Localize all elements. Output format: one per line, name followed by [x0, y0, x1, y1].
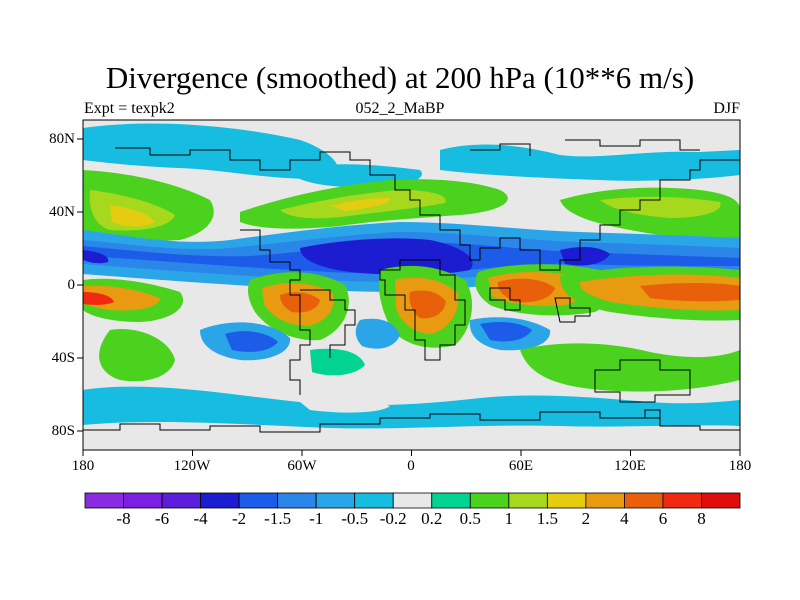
- colorbar-level-label: -1: [309, 509, 324, 528]
- chart-title: Divergence (smoothed) at 200 hPa (10**6 …: [105, 60, 695, 95]
- colorbar-level-label: 2: [581, 509, 591, 528]
- x-tick-180w: 180: [71, 458, 95, 474]
- y-tick-0: 0: [67, 277, 76, 293]
- npac-gold: [110, 205, 155, 227]
- colorbar-box: [315, 492, 356, 509]
- colorbar-box: [469, 492, 510, 509]
- colorbar-level-label: 1.5: [536, 509, 558, 528]
- colorbar-level-label: 6: [658, 509, 668, 528]
- antarctic-gray-2: [300, 398, 390, 413]
- nh-convergence-dark: [300, 238, 473, 275]
- wpac-orange: [640, 283, 740, 302]
- season-label: DJF: [713, 100, 740, 117]
- colorbar-box: [392, 492, 433, 509]
- sh-convergence-3-deep: [480, 322, 532, 342]
- y-tick-80s: 80S: [51, 423, 75, 439]
- colorbar-box: [238, 492, 279, 509]
- colorbar-box: [701, 492, 741, 509]
- colorbar-box: [585, 492, 625, 509]
- y-tick-80n: 80N: [49, 131, 75, 147]
- colorbar-level-label: -4: [193, 509, 208, 528]
- sh-green-band-3: [310, 348, 365, 376]
- colorbar-box: [277, 492, 317, 509]
- asia-yellow: [600, 196, 721, 218]
- colorbar-box: [354, 492, 394, 509]
- arctic-cyan-2: [440, 144, 740, 181]
- antarctic-gray: [83, 421, 740, 450]
- colorbar-level-label: 0.2: [421, 509, 443, 528]
- colorbar-level-label: -1.5: [264, 509, 292, 528]
- colorbar-level-label: 4: [620, 509, 629, 528]
- x-tick-60e: 60E: [508, 458, 534, 474]
- colorbar-box: [546, 492, 587, 509]
- colorbar-level-label: 1: [504, 509, 514, 528]
- colorbar-level-label: -0.2: [379, 509, 407, 528]
- colorbar-level-label: -6: [154, 509, 170, 528]
- colorbar-box: [123, 492, 163, 509]
- sh-convergence-1-deep: [225, 331, 278, 352]
- colorbar-box: [161, 492, 201, 509]
- colorbar-box: [431, 492, 471, 509]
- colorbar-box: [508, 492, 548, 509]
- x-tick-120w: 120W: [173, 458, 211, 474]
- y-tick-40n: 40N: [49, 204, 75, 220]
- colorbar-level-label: -8: [116, 509, 131, 528]
- indian-orange: [497, 278, 555, 303]
- natl-gold: [330, 198, 391, 211]
- colorbar-level-label: -0.5: [341, 509, 369, 528]
- sh-convergence-2: [355, 318, 400, 349]
- nh-convergence-dark3: [83, 250, 109, 264]
- y-tick-40s: 40S: [51, 350, 75, 366]
- epac-red: [83, 292, 114, 305]
- colorbar-level-label: -2: [232, 509, 247, 528]
- x-tick-0: 0: [407, 458, 415, 474]
- contour-fill-field: [83, 120, 740, 450]
- colorbar-level-label: 0.5: [459, 509, 481, 528]
- arctic-cyan-1: [83, 123, 339, 179]
- axis-ticks: [77, 138, 741, 456]
- colorbar-box: [662, 492, 702, 509]
- africa-orange: [409, 290, 446, 319]
- sh-green-band: [99, 329, 175, 382]
- x-tick-180e: 180: [728, 458, 752, 474]
- experiment-label: Expt = texpk2: [84, 100, 175, 117]
- sh-green-band-2: [520, 343, 740, 392]
- nh-convergence-dark2: [560, 246, 610, 266]
- colorbar-box: [624, 492, 664, 509]
- colorbar-box: [84, 492, 124, 509]
- x-tick-120e: 120E: [614, 458, 646, 474]
- x-tick-60w: 60W: [287, 458, 317, 474]
- coastlines: [83, 139, 740, 433]
- colorbar-box: [200, 492, 240, 509]
- colorbar-level-label: 8: [697, 509, 706, 528]
- run-label: 052_2_MaBP: [355, 100, 445, 117]
